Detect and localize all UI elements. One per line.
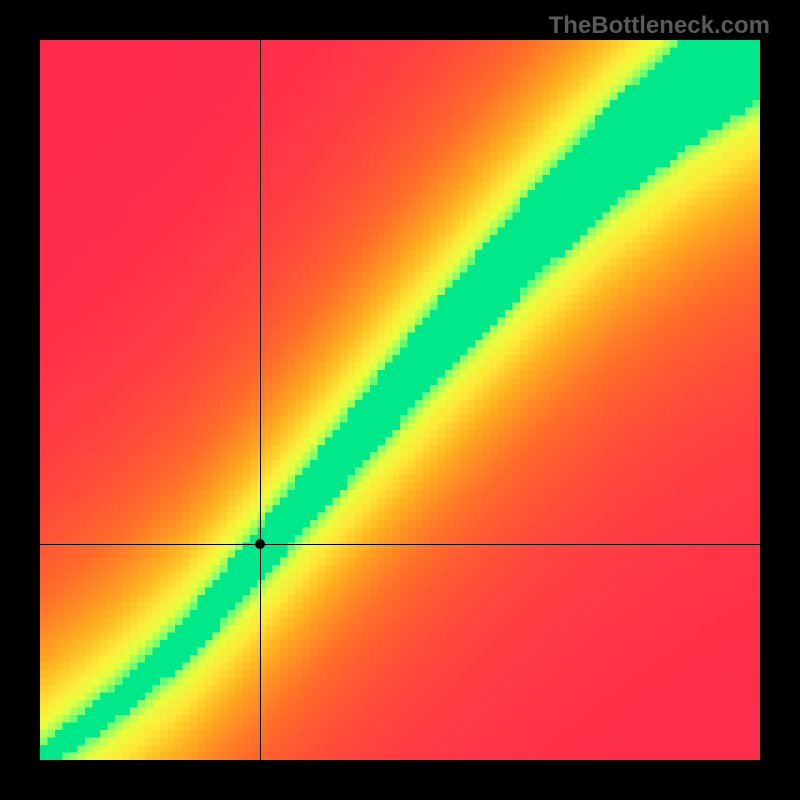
crosshair-horizontal [40, 544, 760, 545]
data-point-marker [255, 539, 265, 549]
crosshair-vertical [260, 40, 261, 760]
watermark-text: TheBottleneck.com [549, 12, 770, 40]
heatmap-canvas [40, 40, 760, 760]
